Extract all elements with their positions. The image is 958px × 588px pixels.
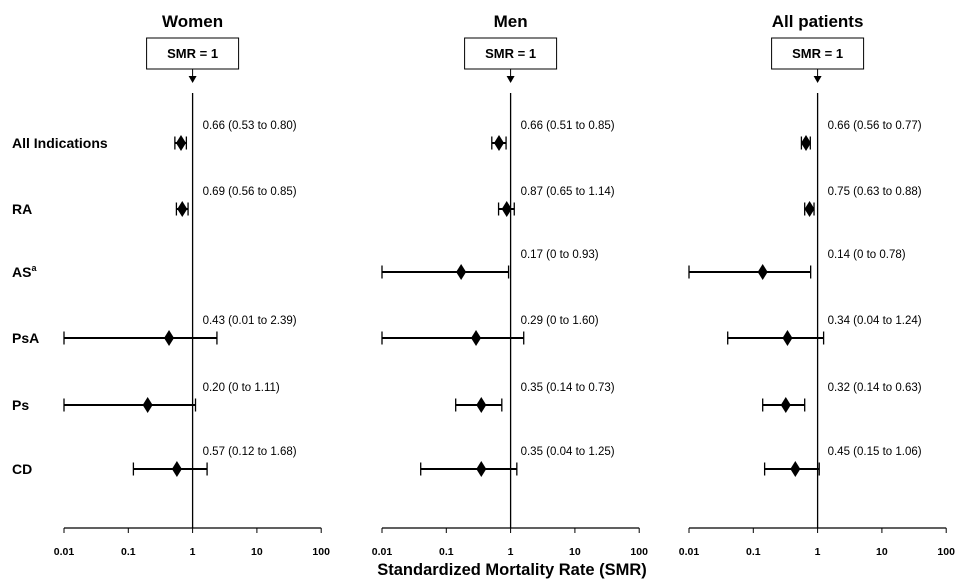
estimate-label: 0.35 (0.04 to 1.25) [521, 446, 615, 458]
estimate-diamond [780, 397, 791, 413]
estimate-diamond [476, 461, 487, 477]
estimate-diamond [493, 135, 504, 151]
reference-arrow-head [506, 76, 515, 83]
estimate-label: 0.75 (0.63 to 0.88) [828, 186, 922, 198]
estimate-diamond [175, 135, 186, 151]
estimate-label: 0.14 (0 to 0.78) [828, 249, 906, 261]
category-label: All Indications [12, 135, 108, 151]
reference-arrow-head [188, 76, 197, 83]
forest-panel-1: Men SMR = 1 0.01 0.1 1 10 100 0.66 (0.51 to 0.8… [372, 12, 648, 558]
category-label: Ps [12, 397, 29, 413]
x-tick-label: 0.01 [372, 546, 393, 558]
reference-box [146, 37, 240, 70]
x-tick-label: 100 [937, 546, 955, 558]
estimate-label: 0.29 (0 to 1.60) [521, 315, 599, 327]
category-label: RA [12, 201, 32, 217]
estimate-diamond [164, 330, 175, 346]
estimate-label: 0.43 (0.01 to 2.39) [203, 315, 297, 327]
x-tick-label: 0.1 [439, 546, 454, 558]
estimate-diamond [142, 397, 153, 413]
x-tick-label: 0.1 [746, 546, 761, 558]
category-label: ASa [12, 263, 37, 280]
estimate-diamond [456, 264, 467, 280]
estimate-diamond [800, 135, 811, 151]
reference-box [464, 37, 558, 70]
estimate-label: 0.66 (0.51 to 0.85) [521, 120, 615, 132]
estimate-label: 0.66 (0.56 to 0.77) [828, 120, 922, 132]
estimate-diamond [790, 461, 801, 477]
x-tick-label: 0.1 [121, 546, 136, 558]
estimate-label: 0.20 (0 to 1.11) [203, 382, 280, 394]
x-tick-label: 0.01 [54, 546, 75, 558]
panel-title: Women [162, 12, 223, 31]
category-label: CD [12, 461, 32, 477]
estimate-diamond [471, 330, 482, 346]
panel-title: All patients [772, 12, 864, 31]
x-tick-label: 1 [508, 546, 514, 558]
x-axis-title: Standardized Mortality Rate (SMR) [377, 561, 647, 579]
reference-label: SMR = 1 [167, 46, 218, 61]
estimate-diamond [804, 201, 815, 217]
estimate-diamond [171, 461, 182, 477]
estimate-label: 0.34 (0.04 to 1.24) [828, 315, 922, 327]
reference-arrow-head [813, 76, 822, 83]
x-tick-label: 10 [569, 546, 581, 558]
estimate-label: 0.32 (0.14 to 0.63) [828, 382, 922, 394]
x-tick-label: 1 [815, 546, 821, 558]
forest-panel-0: Women SMR = 1 0.01 0.1 1 10 100 0.66 (0.53 to 0… [54, 12, 330, 558]
estimate-diamond [476, 397, 487, 413]
estimate-label: 0.57 (0.12 to 1.68) [203, 446, 297, 458]
estimate-diamond [782, 330, 793, 346]
panel-title: Men [494, 12, 528, 31]
estimate-label: 0.87 (0.65 to 1.14) [521, 186, 615, 198]
x-tick-label: 10 [251, 546, 263, 558]
estimate-label: 0.17 (0 to 0.93) [521, 249, 599, 261]
estimate-label: 0.35 (0.14 to 0.73) [521, 382, 615, 394]
estimate-diamond [177, 201, 188, 217]
x-tick-label: 0.01 [679, 546, 700, 558]
estimate-diamond [757, 264, 768, 280]
category-superscript: a [31, 263, 37, 273]
estimate-label: 0.69 (0.56 to 0.85) [203, 186, 297, 198]
category-label: PsA [12, 330, 39, 346]
estimate-diamond [501, 201, 512, 217]
estimate-label: 0.45 (0.15 to 1.06) [828, 446, 922, 458]
x-tick-label: 10 [876, 546, 888, 558]
reference-label: SMR = 1 [485, 46, 536, 61]
x-tick-label: 100 [630, 546, 648, 558]
reference-label: SMR = 1 [792, 46, 843, 61]
reference-box [771, 37, 865, 70]
estimate-label: 0.66 (0.53 to 0.80) [203, 120, 297, 132]
x-tick-label: 100 [312, 546, 330, 558]
x-tick-label: 1 [190, 546, 196, 558]
forest-panel-2: All patients SMR = 1 0.01 0.1 1 10 100 0.66 (0.… [679, 12, 955, 558]
